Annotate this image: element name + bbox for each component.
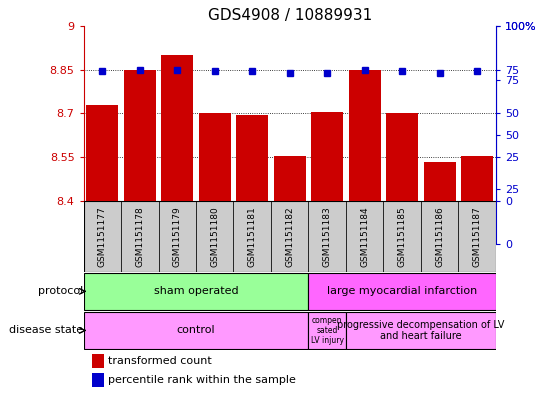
Bar [161, 55, 193, 202]
Text: disease state: disease state [9, 325, 83, 336]
Text: GSM1151187: GSM1151187 [473, 206, 482, 267]
Text: compen
sated
LV injury: compen sated LV injury [310, 316, 344, 345]
Text: percentile rank within the sample: percentile rank within the sample [108, 375, 296, 386]
Bar [311, 112, 343, 202]
Text: GSM1151184: GSM1151184 [360, 206, 369, 267]
Bar [349, 70, 381, 202]
Bar [92, 373, 104, 387]
Bar [461, 156, 493, 202]
FancyBboxPatch shape [383, 202, 421, 272]
Bar [236, 115, 268, 202]
FancyBboxPatch shape [346, 202, 383, 272]
FancyBboxPatch shape [84, 273, 308, 310]
Text: GSM1151179: GSM1151179 [173, 206, 182, 267]
Text: GSM1151183: GSM1151183 [323, 206, 331, 267]
FancyBboxPatch shape [308, 202, 346, 272]
Bar [124, 70, 156, 202]
Text: protocol: protocol [38, 286, 83, 296]
FancyBboxPatch shape [271, 202, 308, 272]
Bar [424, 162, 455, 202]
FancyBboxPatch shape [196, 202, 233, 272]
Bar [199, 114, 231, 202]
Text: transformed count: transformed count [108, 356, 212, 366]
Text: GSM1151180: GSM1151180 [210, 206, 219, 267]
Text: GSM1151177: GSM1151177 [98, 206, 107, 267]
Text: control: control [177, 325, 215, 336]
Text: GSM1151185: GSM1151185 [398, 206, 406, 267]
Text: GSM1151186: GSM1151186 [435, 206, 444, 267]
Text: GSM1151178: GSM1151178 [135, 206, 144, 267]
Text: GSM1151181: GSM1151181 [248, 206, 257, 267]
Text: sham operated: sham operated [154, 286, 238, 296]
Text: large myocardial infarction: large myocardial infarction [327, 286, 478, 296]
Bar [386, 114, 418, 202]
FancyBboxPatch shape [308, 273, 496, 310]
Text: GSM1151182: GSM1151182 [285, 206, 294, 267]
Title: GDS4908 / 10889931: GDS4908 / 10889931 [208, 8, 372, 23]
FancyBboxPatch shape [121, 202, 158, 272]
FancyBboxPatch shape [308, 312, 346, 349]
Bar [274, 156, 306, 202]
FancyBboxPatch shape [458, 202, 496, 272]
FancyBboxPatch shape [421, 202, 458, 272]
FancyBboxPatch shape [84, 312, 308, 349]
FancyBboxPatch shape [84, 202, 121, 272]
FancyBboxPatch shape [233, 202, 271, 272]
Bar [86, 105, 118, 202]
FancyBboxPatch shape [158, 202, 196, 272]
Bar [92, 354, 104, 367]
FancyBboxPatch shape [346, 312, 496, 349]
Text: progressive decompensation of LV
and heart failure: progressive decompensation of LV and hea… [337, 320, 505, 341]
